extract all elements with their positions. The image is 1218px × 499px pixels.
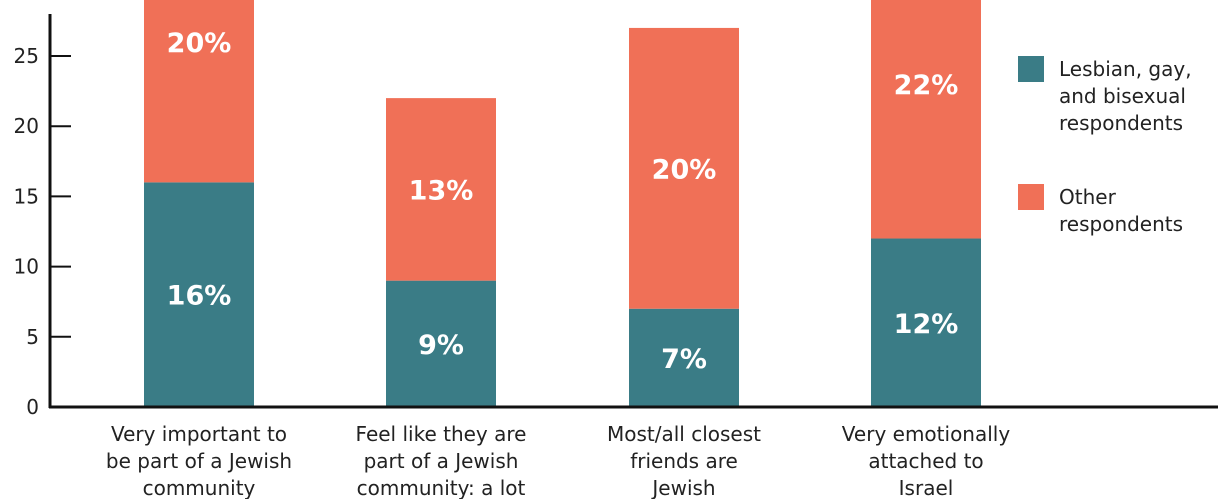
legend-label: Other — [1059, 185, 1117, 209]
legend-label: and bisexual — [1059, 84, 1186, 108]
bar-value-label: 13% — [409, 175, 474, 206]
y-tick-label: 20 — [14, 114, 39, 138]
bar-lgb-1 — [386, 280, 496, 407]
bar-value-label: 20% — [652, 154, 717, 185]
bar-value-label: 22% — [894, 70, 959, 101]
bar-other-2 — [629, 27, 739, 309]
legend-label: respondents — [1059, 212, 1183, 236]
y-tick-label: 10 — [14, 255, 39, 279]
category-label: be part of a Jewish — [106, 449, 292, 473]
axes-group — [48, 14, 1218, 409]
bar-value-label: 9% — [418, 330, 464, 361]
y-ticks-group: 0 5 10 15 20 25 — [14, 44, 71, 419]
category-label: community: a lot — [357, 476, 526, 499]
bar-other-1 — [386, 98, 496, 281]
category-label: part of a Jewish — [364, 449, 519, 473]
legend-label: Lesbian, gay, — [1059, 57, 1192, 81]
category-label: Israel — [899, 476, 954, 499]
category-label: community — [143, 476, 256, 499]
bar-lgb-2 — [629, 308, 739, 407]
bar-lgb-0 — [144, 182, 254, 407]
category-label: Feel like they are — [356, 422, 527, 446]
category-label: Very emotionally — [842, 422, 1011, 446]
category-label: Jewish — [650, 476, 715, 499]
bar-value-label: 20% — [167, 28, 232, 59]
bar-other-3 — [871, 0, 981, 239]
bar-lgb-3 — [871, 238, 981, 407]
legend-label: respondents — [1059, 111, 1183, 135]
bars-group: 16% 20% 9% 13% 7% 20% 12% 22% — [144, 0, 981, 407]
y-tick-label: 5 — [26, 325, 39, 349]
bar-other-0 — [144, 0, 254, 183]
legend: Lesbian, gay, and bisexual respondents Othe… — [1018, 56, 1192, 236]
category-labels-group: Very important to be part of a Jewish comm… — [106, 422, 1010, 499]
category-label: friends are — [630, 449, 738, 473]
legend-swatch-lgb — [1018, 56, 1044, 82]
bar-value-label: 16% — [167, 281, 232, 312]
bar-value-label: 7% — [661, 344, 707, 375]
category-label: Most/all closest — [607, 422, 761, 446]
y-tick-label: 25 — [14, 44, 39, 68]
legend-swatch-other — [1018, 184, 1044, 210]
bar-value-label: 12% — [894, 309, 959, 340]
category-label: attached to — [868, 449, 983, 473]
y-tick-label: 15 — [14, 184, 39, 208]
category-label: Very important to — [111, 422, 287, 446]
y-tick-label: 0 — [26, 395, 39, 419]
